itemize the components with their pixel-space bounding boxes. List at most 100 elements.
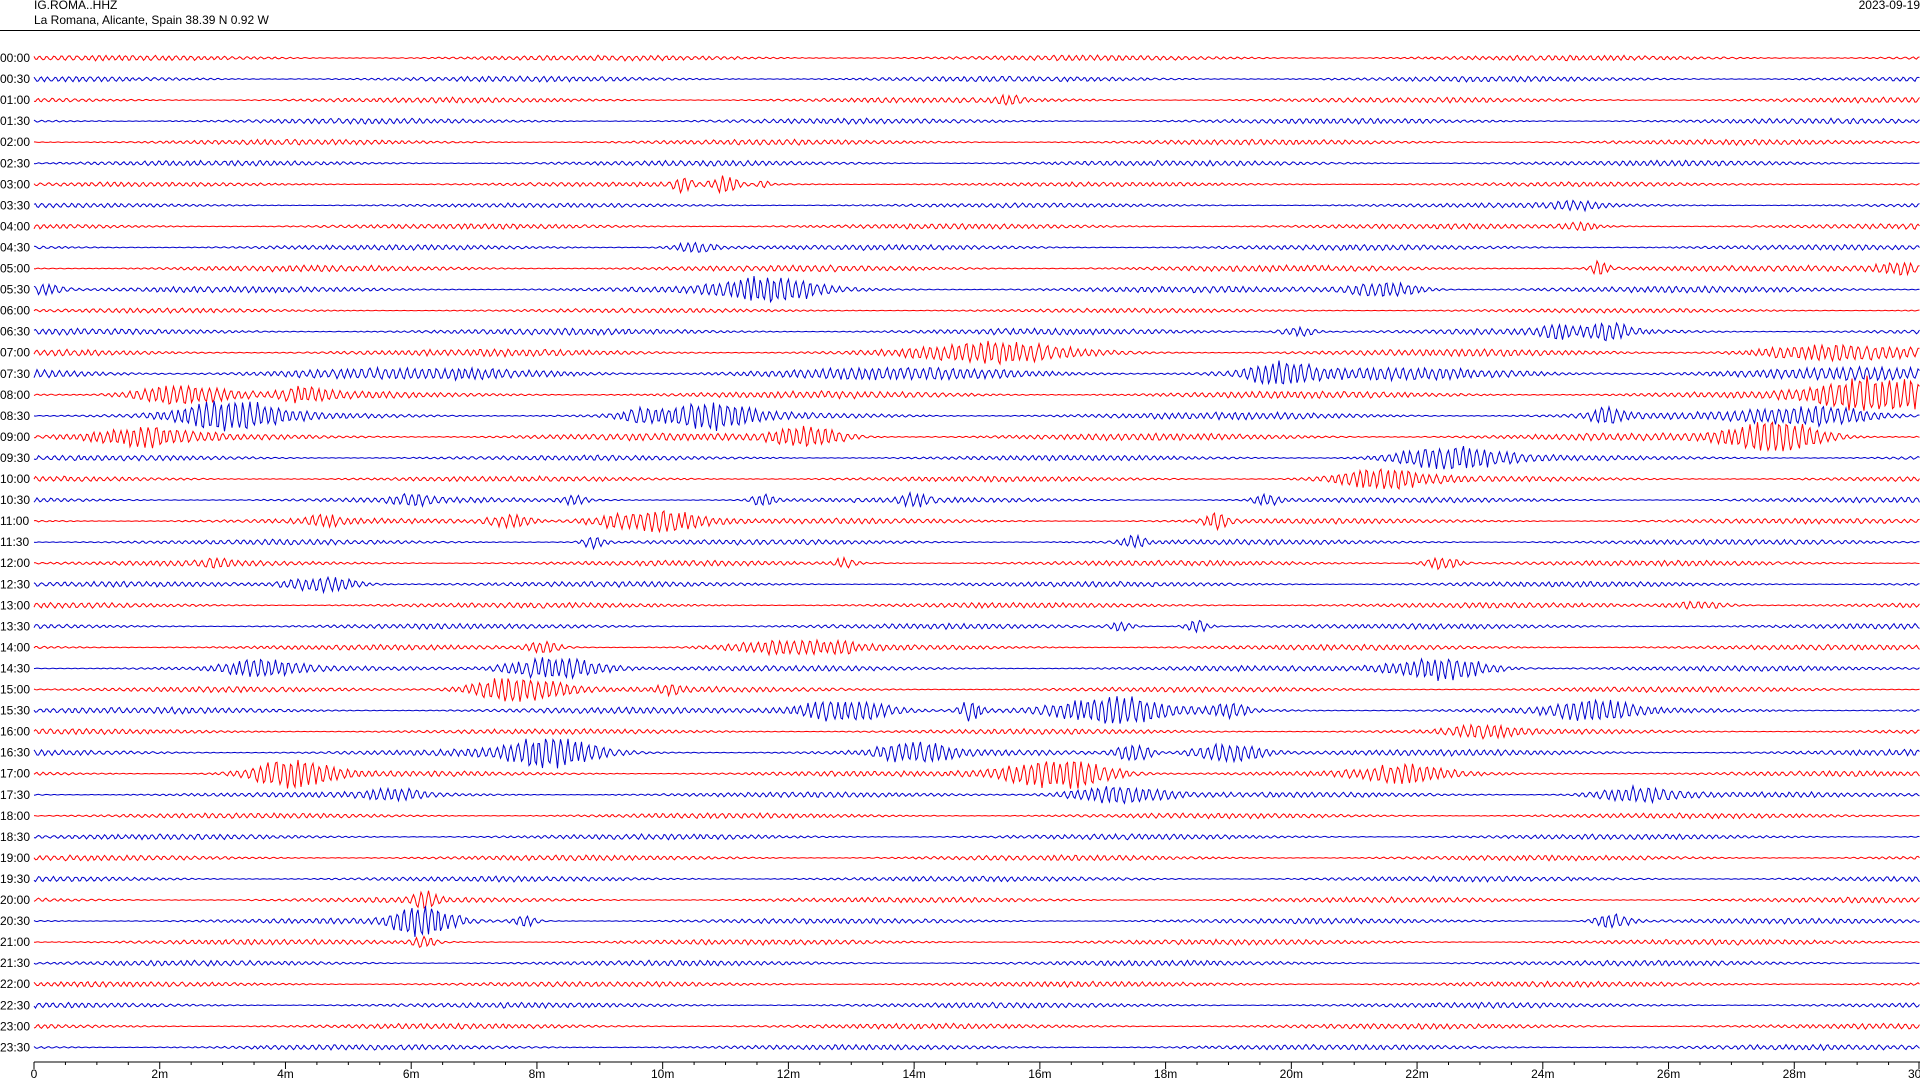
row-time-label: 00:30: [0, 72, 30, 86]
trace-line: [33, 875, 1920, 883]
row-time-label: 03:30: [0, 198, 30, 212]
trace-line: [33, 400, 1920, 432]
row-time-label: 19:00: [0, 851, 30, 865]
row-time-label: 14:00: [0, 640, 30, 654]
row-time-label: 05:00: [0, 262, 30, 276]
trace-line: [33, 199, 1920, 213]
x-tick-label: 20m: [1280, 1067, 1303, 1080]
row-time-label: 22:30: [0, 998, 30, 1012]
x-tick-label: 12m: [777, 1067, 800, 1080]
row-time-label: 01:30: [0, 114, 30, 128]
trace-line: [33, 723, 1920, 740]
x-tick-label: 30: [1908, 1067, 1920, 1080]
station-location: La Romana, Alicante, Spain 38.39 N 0.92 …: [34, 13, 269, 27]
trace-line: [33, 678, 1920, 702]
x-tick-label: 10m: [651, 1067, 674, 1080]
row-time-label: 15:00: [0, 683, 30, 697]
row-time-label: 02:00: [0, 135, 30, 149]
trace-line: [33, 812, 1920, 820]
trace-line: [33, 959, 1920, 967]
row-time-label: 08:30: [0, 409, 30, 423]
trace-line: [33, 117, 1920, 125]
x-tick-label: 28m: [1783, 1067, 1806, 1080]
row-time-label: 14:30: [0, 661, 30, 675]
row-time-label: 17:30: [0, 788, 30, 802]
trace-line: [33, 276, 1920, 304]
row-time-label: 03:00: [0, 177, 30, 191]
row-time-label: 02:30: [0, 156, 30, 170]
plot-date: 2023-09-19: [1858, 0, 1920, 12]
x-tick-label: 4m: [277, 1067, 294, 1080]
time-axis: 0 2m 4m 6m 8m 10m 12m 14m 16m 18m 20m 22m 24m 26m 28m 3…: [31, 1061, 1920, 1080]
row-time-label: 00:00: [0, 51, 30, 65]
trace-line: [33, 54, 1920, 62]
row-time-label: 18:00: [0, 809, 30, 823]
trace-line: [33, 307, 1920, 314]
trace-line: [33, 575, 1920, 595]
channel-id: IG.ROMA..HHZ: [34, 0, 118, 12]
trace-line: [33, 980, 1920, 989]
trace-line: [33, 854, 1920, 862]
trace-line: [33, 890, 1920, 909]
header-rule: [0, 30, 1920, 31]
row-time-label: 12:00: [0, 556, 30, 570]
trace-line: [33, 696, 1920, 724]
row-time-label: 16:30: [0, 746, 30, 760]
row-time-label: 23:00: [0, 1019, 30, 1033]
trace-line: [33, 360, 1920, 386]
trace-line: [33, 93, 1920, 106]
trace-line: [33, 241, 1920, 253]
x-tick-label: 18m: [1154, 1067, 1177, 1080]
trace-line: [33, 759, 1920, 790]
x-tick-label: 24m: [1531, 1067, 1554, 1080]
trace-line: [33, 935, 1920, 949]
x-tick-label: 26m: [1657, 1067, 1680, 1080]
row-time-label: 22:00: [0, 977, 30, 991]
row-time-label: 09:30: [0, 451, 30, 465]
row-time-label: 08:00: [0, 388, 30, 402]
row-time-label: 15:30: [0, 704, 30, 718]
row-time-label: 01:00: [0, 93, 30, 107]
row-time-label: 10:00: [0, 472, 30, 486]
trace-line: [33, 340, 1920, 366]
trace-line: [33, 638, 1920, 657]
row-time-label: 21:00: [0, 935, 30, 949]
trace-line: [33, 600, 1920, 610]
trace-line: [33, 75, 1920, 83]
row-time-label: 20:30: [0, 914, 30, 928]
row-time-label: 19:30: [0, 872, 30, 886]
x-tick-label: 16m: [1028, 1067, 1051, 1080]
trace-line: [33, 421, 1920, 452]
row-time-label: 11:00: [0, 514, 29, 528]
x-tick-label: 2m: [151, 1067, 168, 1080]
trace-line: [33, 491, 1920, 509]
row-time-label: 20:00: [0, 893, 30, 907]
row-time-label: 17:00: [0, 767, 30, 781]
row-time-label: 21:30: [0, 956, 30, 970]
row-time-label: 18:30: [0, 830, 30, 844]
x-tick-label: 6m: [403, 1067, 420, 1080]
row-time-label: 04:00: [0, 219, 30, 233]
trace-line: [33, 1001, 1920, 1010]
x-tick-label: 22m: [1405, 1067, 1428, 1080]
trace-line: [33, 321, 1920, 342]
trace-line: [33, 510, 1920, 534]
station-header: IG.ROMA..HHZ La Romana, Alicante, Spain …: [34, 0, 269, 28]
row-time-label: 12:30: [0, 577, 30, 591]
trace-line: [33, 259, 1920, 277]
trace-line: [33, 1043, 1920, 1052]
trace-line: [33, 138, 1920, 147]
row-labels-layer: 00:00 00:30 01:00 01:30 02:00 02:30 03:00 03:30…: [0, 51, 30, 1054]
row-time-label: 13:30: [0, 619, 30, 633]
row-time-label: 13:00: [0, 598, 30, 612]
trace-line: [33, 445, 1920, 470]
trace-line: [33, 1022, 1920, 1030]
trace-line: [33, 656, 1920, 682]
trace-line: [33, 175, 1920, 195]
trace-line: [33, 784, 1920, 805]
trace-line: [33, 375, 1920, 411]
trace-line: [33, 556, 1920, 571]
row-time-label: 07:00: [0, 346, 30, 360]
trace-line: [33, 832, 1920, 841]
